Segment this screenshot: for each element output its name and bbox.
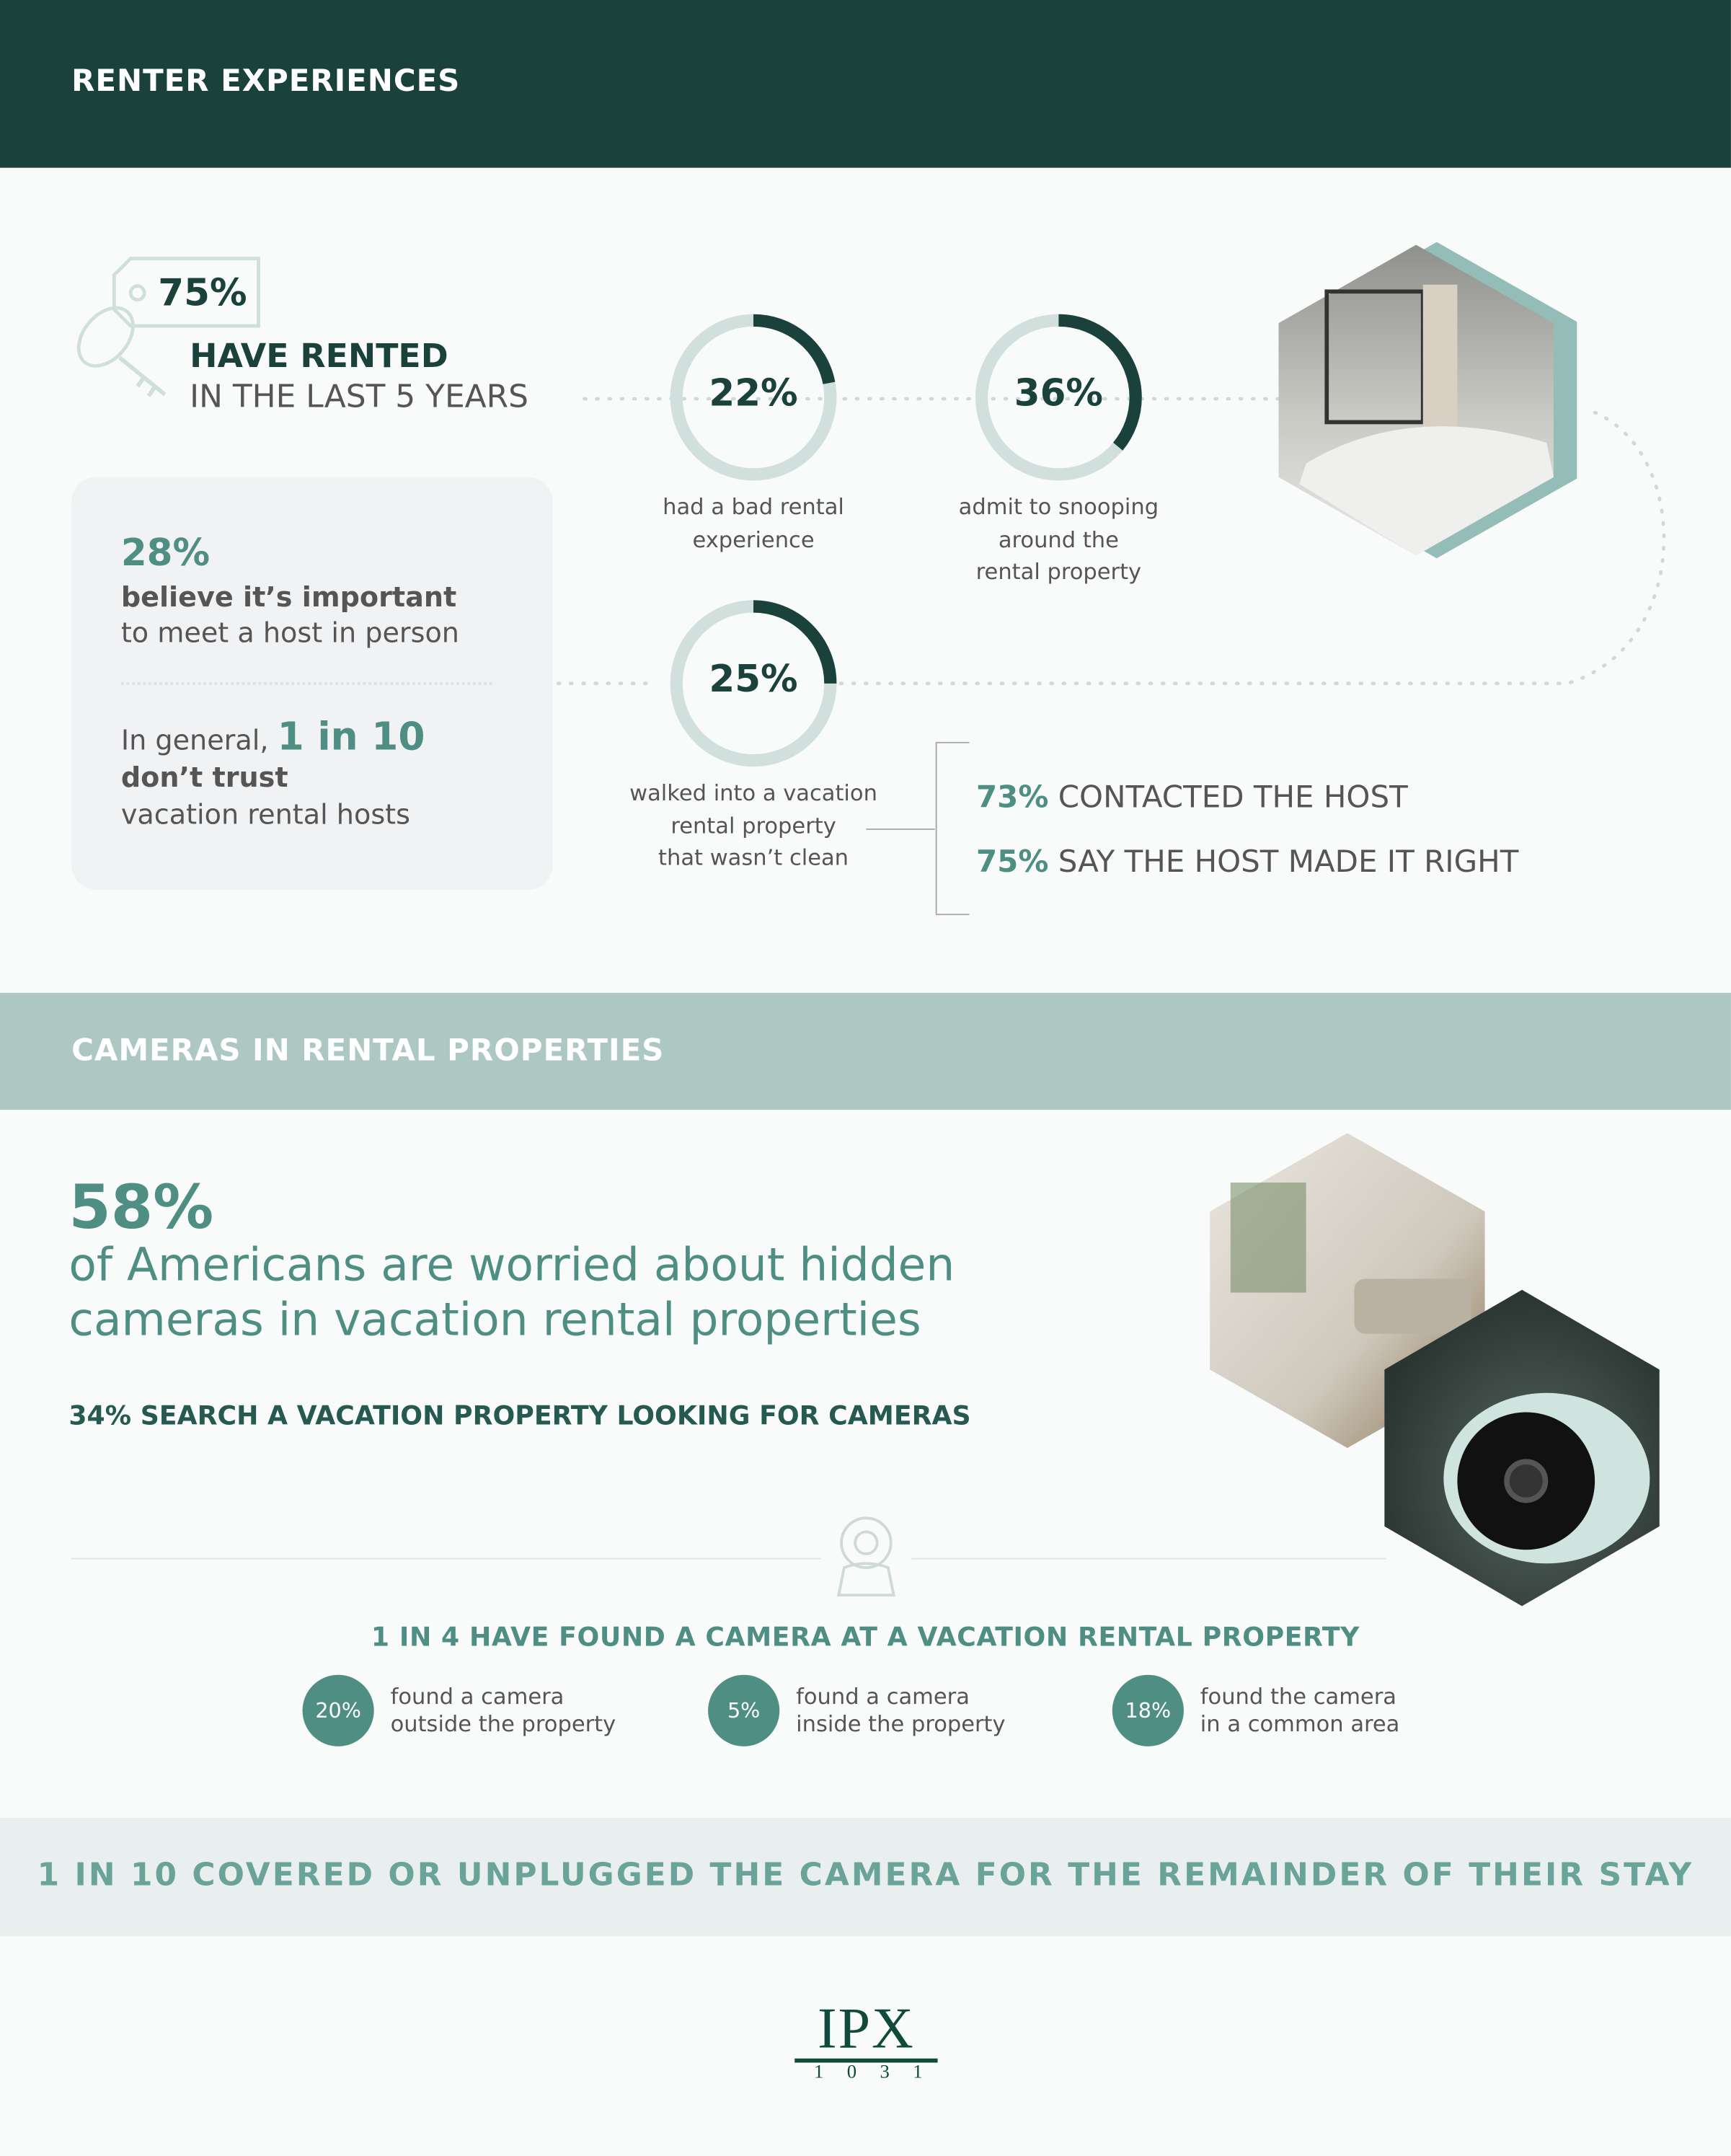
- section-title: RENTER EXPERIENCES: [71, 64, 461, 100]
- rented-headline: HAVE RENTED: [190, 337, 448, 376]
- living-room-and-camera-photos: [1210, 1133, 1660, 1607]
- ring-value: 22%: [709, 372, 798, 415]
- rented-sub: IN THE LAST 5 YEARS: [190, 379, 529, 415]
- meet-host-percent: 28%: [120, 532, 211, 575]
- followup-made-right: 75% SAY THE HOST MADE IT RIGHT: [975, 845, 1519, 880]
- found-line1: found a camera: [390, 1683, 565, 1710]
- found-line2: inside the property: [796, 1710, 1006, 1737]
- logo-text: IPX: [818, 1997, 915, 2062]
- section-header-renter-experiences: RENTER EXPERIENCES: [0, 0, 1731, 168]
- worried-line2: cameras in vacation rental properties: [68, 1292, 921, 1346]
- found-line2: outside the property: [390, 1710, 616, 1737]
- percent-badge: 20%: [302, 1674, 374, 1746]
- progress-ring: [670, 314, 837, 481]
- ring-3: 25%: [668, 598, 838, 774]
- found-outside: 20% found a camera outside the property: [302, 1674, 616, 1746]
- card-divider: [120, 681, 492, 685]
- trust-text: vacation rental hosts: [120, 798, 411, 831]
- ring-caption: admit to snooping around the rental proper…: [958, 493, 1159, 585]
- ring-fill: [670, 314, 837, 481]
- followup-contacted: 73% CONTACTED THE HOST: [975, 781, 1408, 816]
- found-title: 1 IN 4 HAVE FOUND A CAMERA AT A VACATION…: [371, 1622, 1360, 1653]
- key-tag-icon: [76, 257, 260, 397]
- percent-badge: 18%: [1112, 1674, 1184, 1746]
- progress-ring: [975, 314, 1142, 481]
- ipx-logo: IPX 1031: [794, 1997, 947, 2085]
- ring-caption: walked into a vacation rental property tha…: [629, 779, 877, 871]
- ring-value: 36%: [1014, 372, 1104, 415]
- worried-percent: 58%: [68, 1172, 214, 1243]
- section-title: CAMERAS IN RENTAL PROPERTIES: [71, 1034, 665, 1069]
- trust-prefix: In general,: [120, 723, 269, 756]
- divider-right: [911, 1558, 1386, 1560]
- ring-fill: [975, 314, 1142, 481]
- section-header-cameras: CAMERAS IN RENTAL PROPERTIES: [0, 992, 1731, 1110]
- found-inside: 5% found a camera inside the property: [708, 1674, 1006, 1746]
- security-camera-icon: [836, 1516, 895, 1597]
- divider-left: [71, 1558, 821, 1560]
- logo-sub: 1031: [813, 2062, 947, 2084]
- covered-text: 1 IN 10 COVERED OR UNPLUGGED THE CAMERA …: [37, 1857, 1694, 1894]
- rented-percent: 75%: [158, 272, 247, 315]
- covered-banner: 1 IN 10 COVERED OR UNPLUGGED THE CAMERA …: [0, 1818, 1731, 1937]
- trust-bold: don’t trust: [120, 760, 288, 794]
- bedroom-photo: [1278, 242, 1577, 559]
- found-common-area: 18% found the camera in a common area: [1112, 1674, 1400, 1746]
- meet-host-text: to meet a host in person: [120, 616, 459, 650]
- trust-highlight: 1 in 10: [277, 713, 425, 759]
- ring-1: 22%: [668, 312, 838, 488]
- trust-card: 28% believe it’s important to meet a hos…: [71, 477, 553, 890]
- ring-2: 36%: [973, 312, 1143, 488]
- meet-host-bold: believe it’s important: [120, 580, 457, 614]
- ring-caption: had a bad rental experience: [663, 493, 844, 552]
- search-stat: 34% SEARCH A VACATION PROPERTY LOOKING F…: [68, 1401, 971, 1432]
- found-line1: found a camera: [796, 1683, 970, 1710]
- ring-fill: [670, 600, 837, 767]
- percent-badge: 5%: [708, 1674, 780, 1746]
- progress-ring: [670, 600, 837, 767]
- ring-value: 25%: [709, 658, 798, 702]
- found-line2: in a common area: [1200, 1710, 1400, 1737]
- worried-line1: of Americans are worried about hidden: [68, 1237, 955, 1291]
- trust-line: In general, 1 in 10: [121, 714, 425, 759]
- found-line1: found the camera: [1200, 1683, 1396, 1710]
